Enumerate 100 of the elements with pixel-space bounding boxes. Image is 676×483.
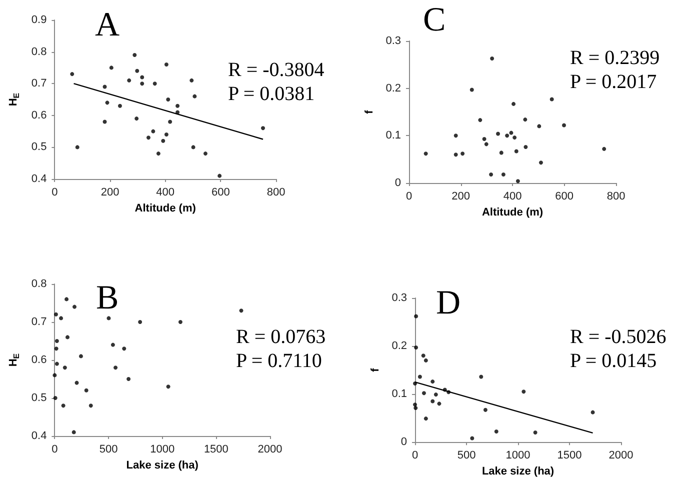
point xyxy=(512,102,516,106)
point xyxy=(59,316,64,320)
x-tick-label: 0 xyxy=(52,444,58,456)
point xyxy=(414,406,418,410)
point xyxy=(88,404,93,408)
point xyxy=(470,436,474,440)
point xyxy=(118,104,122,108)
y-tick-label: 0.1 xyxy=(392,388,407,400)
point xyxy=(478,118,482,122)
annotation: P = 0.0381 xyxy=(228,83,315,105)
point xyxy=(490,56,494,61)
point xyxy=(62,366,67,370)
point xyxy=(84,388,88,392)
point xyxy=(140,75,144,80)
point xyxy=(430,380,435,384)
point xyxy=(538,160,543,165)
x-tick-label: 0 xyxy=(412,450,418,462)
point xyxy=(146,136,150,140)
annotation: P = 0.0145 xyxy=(570,350,657,372)
point xyxy=(483,408,488,412)
point xyxy=(70,72,74,76)
point xyxy=(482,136,486,141)
point xyxy=(239,308,244,313)
point xyxy=(52,373,57,378)
point xyxy=(496,132,500,136)
point xyxy=(138,320,142,324)
point xyxy=(424,416,428,421)
point xyxy=(261,126,265,130)
annotation: P = 0.7110 xyxy=(236,350,322,372)
y-axis-title: HE xyxy=(8,92,21,106)
point xyxy=(418,374,422,379)
point xyxy=(75,145,80,150)
point xyxy=(110,342,115,347)
point xyxy=(54,346,58,351)
point xyxy=(424,152,428,156)
y-tick-label: 0.1 xyxy=(386,130,401,142)
point xyxy=(54,312,58,316)
x-tick-label: 800 xyxy=(606,190,626,202)
point xyxy=(126,377,131,381)
point xyxy=(590,410,595,414)
point xyxy=(494,430,498,434)
y-tick-label: 0.7 xyxy=(31,316,47,328)
point xyxy=(562,123,566,128)
point xyxy=(135,68,140,73)
point xyxy=(413,402,417,407)
point xyxy=(72,430,76,434)
point xyxy=(66,335,70,340)
point xyxy=(176,104,180,108)
point xyxy=(516,179,520,184)
x-axis-title: Altitude (m) xyxy=(482,206,544,218)
annotation: P = 0.2017 xyxy=(570,71,657,93)
point xyxy=(166,384,170,389)
annotation: R = -0.5026 xyxy=(570,326,666,348)
x-tick-label: 1000 xyxy=(506,450,530,462)
point xyxy=(127,78,132,82)
point xyxy=(602,146,606,151)
y-tick-label: 0.2 xyxy=(386,82,401,94)
chart-title: A xyxy=(95,6,120,44)
point xyxy=(109,66,114,70)
point xyxy=(218,174,222,178)
x-tick-label: 200 xyxy=(452,190,470,202)
point xyxy=(479,374,484,379)
point xyxy=(78,354,83,358)
point xyxy=(512,136,517,140)
point xyxy=(132,52,137,57)
chart-title: D xyxy=(436,284,461,322)
point xyxy=(72,304,76,309)
point xyxy=(151,129,156,134)
point xyxy=(454,134,458,138)
point xyxy=(460,152,465,156)
y-tick-label: 0.6 xyxy=(31,109,47,122)
y-tick-label: 0.5 xyxy=(31,141,47,154)
point xyxy=(166,98,170,102)
point xyxy=(161,138,166,143)
point xyxy=(454,152,458,157)
x-tick-label: 400 xyxy=(503,190,522,202)
point xyxy=(105,100,110,105)
y-tick-label: 0.4 xyxy=(31,173,47,185)
chart-title: B xyxy=(96,280,119,316)
point xyxy=(509,130,514,135)
point xyxy=(140,82,144,86)
point xyxy=(424,358,428,362)
annotation: R = 0.2399 xyxy=(570,47,660,69)
point xyxy=(434,392,438,397)
x-tick-label: 500 xyxy=(457,450,476,462)
y-tick-label: 0.9 xyxy=(31,14,47,26)
point xyxy=(523,118,528,122)
point xyxy=(192,94,197,98)
point xyxy=(122,346,126,351)
y-tick-label: 0.3 xyxy=(392,292,407,304)
point xyxy=(106,316,111,320)
x-axis-title: Altitude (m) xyxy=(134,202,196,214)
x-tick-label: 600 xyxy=(555,190,574,202)
point xyxy=(550,97,554,102)
point xyxy=(414,345,418,350)
point xyxy=(430,399,435,404)
point xyxy=(421,354,426,358)
point xyxy=(505,134,510,138)
annotation: R = -0.3804 xyxy=(228,59,324,81)
y-tick-label: 0.3 xyxy=(386,35,401,47)
